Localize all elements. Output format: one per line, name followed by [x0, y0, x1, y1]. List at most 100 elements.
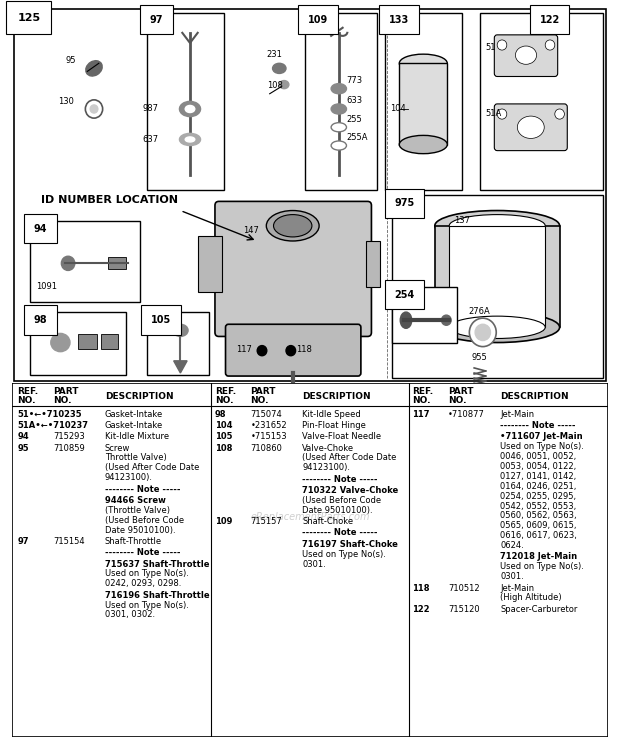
- Text: 95: 95: [65, 57, 76, 65]
- Text: 0046, 0051, 0052,: 0046, 0051, 0052,: [500, 452, 577, 461]
- Text: 276A: 276A: [468, 307, 490, 316]
- Text: 51A•←•710237: 51A•←•710237: [17, 421, 88, 430]
- Text: 0616, 0617, 0623,: 0616, 0617, 0623,: [500, 531, 577, 540]
- Ellipse shape: [515, 46, 536, 64]
- Ellipse shape: [86, 100, 103, 118]
- Text: 715293: 715293: [53, 432, 84, 441]
- Ellipse shape: [475, 324, 490, 341]
- Text: Pin-Float Hinge: Pin-Float Hinge: [303, 421, 366, 430]
- Text: 94123100).: 94123100).: [303, 464, 350, 472]
- Text: 117: 117: [236, 344, 252, 353]
- Text: 255: 255: [347, 115, 362, 124]
- Text: PART: PART: [250, 388, 276, 397]
- Text: Date 95010100).: Date 95010100).: [105, 525, 175, 535]
- Bar: [30, 312, 126, 375]
- Ellipse shape: [185, 106, 195, 112]
- Text: 255A: 255A: [347, 133, 368, 142]
- Text: Valve-Choke: Valve-Choke: [303, 443, 355, 452]
- Text: PART: PART: [448, 388, 474, 397]
- Text: REF.: REF.: [215, 388, 236, 397]
- Ellipse shape: [273, 63, 286, 74]
- Text: 137: 137: [454, 216, 470, 225]
- FancyBboxPatch shape: [78, 334, 97, 349]
- Text: 0560, 0562, 0563,: 0560, 0562, 0563,: [500, 511, 577, 521]
- Ellipse shape: [331, 104, 347, 114]
- Ellipse shape: [331, 123, 347, 132]
- Text: 1091: 1091: [37, 282, 58, 291]
- Text: 715637 Shaft-Throttle: 715637 Shaft-Throttle: [105, 559, 209, 568]
- Text: 0301.: 0301.: [303, 559, 326, 568]
- FancyBboxPatch shape: [215, 202, 371, 336]
- Text: 712018 Jet-Main: 712018 Jet-Main: [500, 553, 578, 562]
- FancyBboxPatch shape: [108, 257, 126, 269]
- Ellipse shape: [331, 141, 347, 150]
- FancyBboxPatch shape: [226, 324, 361, 376]
- Text: 975: 975: [394, 199, 415, 208]
- Ellipse shape: [441, 315, 451, 325]
- Ellipse shape: [279, 80, 289, 89]
- Text: 0053, 0054, 0122,: 0053, 0054, 0122,: [500, 462, 577, 471]
- Text: 122: 122: [412, 605, 430, 614]
- Text: 0565, 0609, 0615,: 0565, 0609, 0615,: [500, 522, 577, 530]
- FancyBboxPatch shape: [198, 236, 222, 292]
- Text: 0127, 0141, 0142,: 0127, 0141, 0142,: [500, 472, 577, 481]
- Text: 715074: 715074: [250, 410, 282, 419]
- Bar: [30, 221, 140, 302]
- Text: eReplacementParts.com: eReplacementParts.com: [250, 513, 370, 522]
- Text: 710512: 710512: [448, 583, 480, 592]
- Text: 95: 95: [17, 443, 29, 452]
- Text: 715157: 715157: [250, 517, 282, 526]
- Text: 710860: 710860: [250, 443, 282, 452]
- Circle shape: [555, 109, 564, 119]
- Text: (Used After Code Date: (Used After Code Date: [303, 454, 397, 463]
- Ellipse shape: [435, 211, 560, 241]
- Ellipse shape: [469, 318, 496, 347]
- Text: Used on Type No(s).: Used on Type No(s).: [105, 600, 188, 609]
- Text: 108: 108: [267, 80, 283, 89]
- Ellipse shape: [273, 214, 312, 237]
- Text: Used on Type No(s).: Used on Type No(s).: [303, 550, 386, 559]
- Ellipse shape: [517, 116, 544, 138]
- Text: 955: 955: [471, 353, 487, 362]
- Text: 105: 105: [215, 432, 232, 441]
- FancyBboxPatch shape: [494, 104, 567, 150]
- Bar: [385, 13, 462, 190]
- Text: -------- Note -----: -------- Note -----: [303, 528, 378, 537]
- Polygon shape: [174, 361, 187, 373]
- Text: NO.: NO.: [250, 396, 269, 405]
- Ellipse shape: [61, 256, 75, 271]
- Ellipse shape: [51, 333, 70, 352]
- Text: 0301.: 0301.: [500, 572, 525, 581]
- Text: 715154: 715154: [53, 537, 84, 546]
- Text: Shaft-Throttle: Shaft-Throttle: [105, 537, 162, 546]
- Text: Used on Type No(s).: Used on Type No(s).: [500, 562, 584, 571]
- Bar: [435, 225, 560, 327]
- Text: 105: 105: [151, 315, 171, 325]
- Bar: [392, 286, 457, 342]
- Text: 122: 122: [539, 15, 560, 25]
- Ellipse shape: [450, 214, 545, 237]
- Text: Date 95010100).: Date 95010100).: [303, 506, 373, 515]
- Text: 94123100).: 94123100).: [105, 473, 153, 482]
- Text: 94466 Screw: 94466 Screw: [105, 496, 166, 505]
- Ellipse shape: [173, 324, 188, 336]
- FancyBboxPatch shape: [100, 334, 118, 349]
- Text: ID NUMBER LOCATION: ID NUMBER LOCATION: [41, 196, 178, 205]
- Text: 987: 987: [143, 104, 158, 114]
- Ellipse shape: [399, 135, 447, 154]
- Text: 51A: 51A: [485, 109, 502, 118]
- Text: (High Altitude): (High Altitude): [500, 594, 562, 603]
- Ellipse shape: [179, 101, 200, 117]
- Text: Screw: Screw: [105, 443, 130, 452]
- Circle shape: [257, 345, 267, 356]
- Text: •710877: •710877: [448, 410, 485, 419]
- Text: Gasket-Intake: Gasket-Intake: [105, 421, 163, 430]
- Text: •711607 Jet-Main: •711607 Jet-Main: [500, 432, 583, 441]
- Text: 104: 104: [215, 421, 232, 430]
- Text: Gasket-Intake: Gasket-Intake: [105, 410, 163, 419]
- Text: 94: 94: [33, 224, 47, 234]
- Circle shape: [545, 40, 555, 50]
- Text: REF.: REF.: [17, 388, 38, 397]
- Ellipse shape: [185, 137, 195, 142]
- Text: Jet-Main: Jet-Main: [500, 410, 534, 419]
